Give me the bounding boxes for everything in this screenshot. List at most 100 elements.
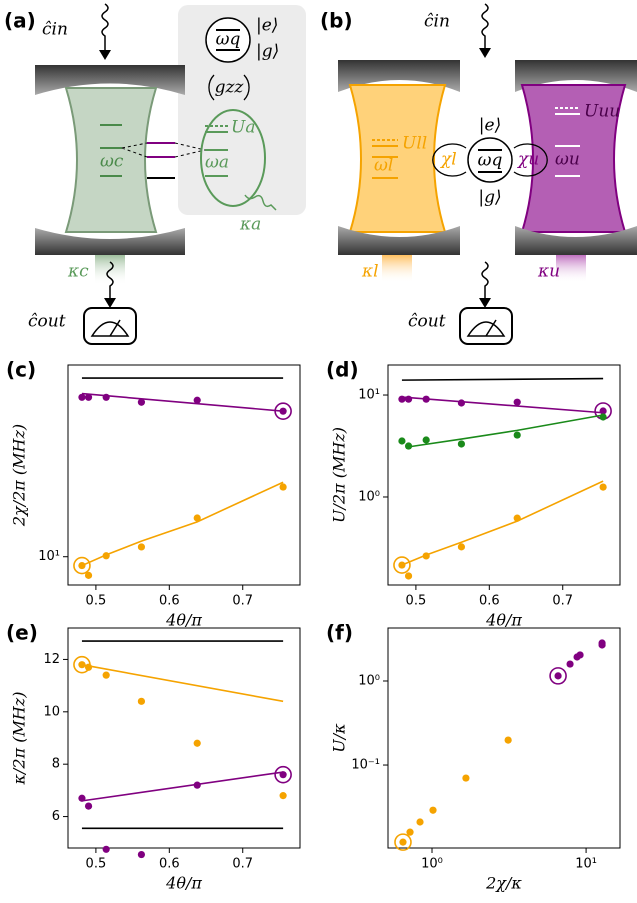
y-tick-label: 10¹ <box>358 388 380 403</box>
data-point <box>416 818 423 825</box>
data-point <box>514 399 521 406</box>
plot-frame <box>388 628 620 848</box>
y-axis-label: U/κ <box>330 723 349 753</box>
x-tick-label: 0.5 <box>406 594 427 609</box>
data-point <box>406 829 413 836</box>
data-point <box>85 394 92 401</box>
data-point <box>78 394 85 401</box>
data-point <box>398 396 405 403</box>
data-point <box>600 484 607 491</box>
data-point <box>514 431 521 438</box>
x-tick-label: 0.6 <box>159 594 180 609</box>
data-point <box>429 807 436 814</box>
state-label: |g⟩ <box>478 188 501 208</box>
level-label: ωu <box>555 150 580 170</box>
state-label: |g⟩ <box>256 42 279 62</box>
data-point <box>458 399 465 406</box>
fit-line <box>402 481 603 565</box>
fit-line <box>409 415 604 447</box>
x-tick-label: 10¹ <box>575 857 597 872</box>
level-label: ωc <box>100 152 124 172</box>
data-point <box>78 795 85 802</box>
data-point <box>398 437 405 444</box>
fit-line <box>402 379 603 381</box>
x-tick-label: 0.5 <box>86 857 107 872</box>
qubit-label: ωq <box>216 30 241 50</box>
data-point <box>505 736 512 743</box>
x-tick-label: 10⁰ <box>421 857 443 872</box>
data-point <box>138 851 145 858</box>
schematic-a: (a) ĉin ωc ωq |e⟩ |g⟩ gzz Ua ωa κa <box>4 4 306 344</box>
y-tick-label: 10¹ <box>38 549 60 564</box>
data-point <box>103 672 110 679</box>
data-point <box>85 664 92 671</box>
fit-line <box>82 482 283 565</box>
qubit-label: ωq <box>478 151 503 171</box>
loss-label: κl <box>361 262 379 282</box>
data-point <box>576 651 583 658</box>
data-point <box>398 561 405 568</box>
panel-label: (d) <box>326 358 359 382</box>
data-point <box>600 413 607 420</box>
data-point <box>554 672 561 679</box>
y-tick-label: 12 <box>43 652 60 667</box>
level-label: ωa <box>205 153 229 173</box>
loss-label: κc <box>67 262 89 282</box>
y-tick-label: 10 <box>43 704 60 719</box>
data-point <box>462 774 469 781</box>
arrowhead <box>479 48 491 58</box>
data-point <box>405 442 412 449</box>
data-point <box>103 846 110 853</box>
panel-label: (c) <box>6 358 36 382</box>
output-beam <box>556 255 586 283</box>
data-point <box>194 397 201 404</box>
plot-frame <box>68 628 300 848</box>
y-tick-label: 10⁻¹ <box>351 758 380 773</box>
level-label: Uuu <box>584 102 620 122</box>
x-axis-label: 4θ/π <box>165 611 202 630</box>
data-point <box>423 396 430 403</box>
y-tick-label: 10⁰ <box>358 673 380 688</box>
level-label: Ull <box>402 134 427 154</box>
x-tick-label: 0.7 <box>552 594 573 609</box>
arrowhead <box>479 298 491 308</box>
data-point <box>85 802 92 809</box>
data-point <box>458 440 465 447</box>
data-point <box>280 771 287 778</box>
x-tick-label: 0.5 <box>86 594 107 609</box>
input-label: ĉin <box>42 20 68 40</box>
x-axis-label: 2χ/κ <box>485 874 522 893</box>
data-point <box>598 639 605 646</box>
data-point <box>280 408 287 415</box>
y-tick-label: 6 <box>52 809 60 824</box>
coupling-label: χu <box>517 150 539 170</box>
data-point <box>103 552 110 559</box>
data-point <box>280 483 287 490</box>
data-point <box>194 514 201 521</box>
x-tick-label: 0.6 <box>159 857 180 872</box>
cavity-lower <box>350 85 445 232</box>
y-tick-label: 10⁰ <box>358 489 380 504</box>
output-label: ĉout <box>28 312 66 332</box>
x-tick-label: 0.7 <box>232 594 253 609</box>
data-point <box>423 552 430 559</box>
data-point <box>566 660 573 667</box>
input-wave <box>482 4 488 50</box>
data-point <box>458 543 465 550</box>
panel-label: (e) <box>6 621 38 645</box>
panel-label: (b) <box>320 9 353 33</box>
y-tick-label: 8 <box>52 757 60 772</box>
data-point <box>423 436 430 443</box>
panel-label: (f) <box>326 621 353 645</box>
figure: (a) ĉin ωc ωq |e⟩ |g⟩ gzz Ua ωa κa <box>0 0 637 903</box>
data-point <box>138 543 145 550</box>
data-point <box>138 698 145 705</box>
coupling-label: χl <box>440 150 457 170</box>
data-point <box>514 515 521 522</box>
data-point <box>399 839 406 846</box>
data-point <box>405 572 412 579</box>
loss-label: κu <box>537 262 560 282</box>
schematic-b: (b) ĉin Ull ωl Uuu ωu ωq |e⟩ |g⟩ χl χu κ… <box>320 4 637 344</box>
data-point <box>103 394 110 401</box>
fit-line <box>82 772 283 801</box>
